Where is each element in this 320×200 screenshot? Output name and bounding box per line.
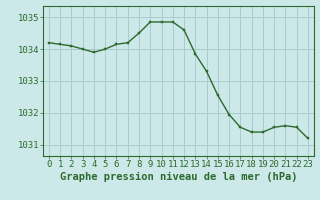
X-axis label: Graphe pression niveau de la mer (hPa): Graphe pression niveau de la mer (hPa) bbox=[60, 172, 297, 182]
